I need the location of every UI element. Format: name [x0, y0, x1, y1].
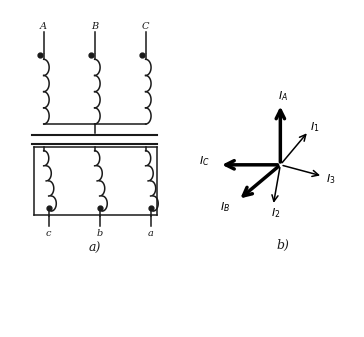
Text: a: a: [148, 229, 154, 238]
Text: C: C: [142, 22, 149, 31]
Text: b): b): [277, 239, 290, 252]
Text: $\it{I}_{\it{A}}$: $\it{I}_{\it{A}}$: [278, 90, 288, 103]
Text: b: b: [96, 229, 103, 238]
Text: a): a): [88, 242, 101, 255]
Text: $\it{I}_{\it{3}}$: $\it{I}_{\it{3}}$: [326, 172, 336, 186]
Text: B: B: [91, 22, 98, 31]
Text: $\it{I}_{\it{2}}$: $\it{I}_{\it{2}}$: [271, 206, 280, 220]
Text: A: A: [40, 22, 47, 31]
Text: $\it{I}_{\it{B}}$: $\it{I}_{\it{B}}$: [220, 201, 230, 214]
Text: c: c: [46, 229, 51, 238]
Text: $\it{I}_{\it{1}}$: $\it{I}_{\it{1}}$: [310, 121, 320, 134]
Text: $\it{I}_{\it{C}}$: $\it{I}_{\it{C}}$: [199, 154, 209, 168]
